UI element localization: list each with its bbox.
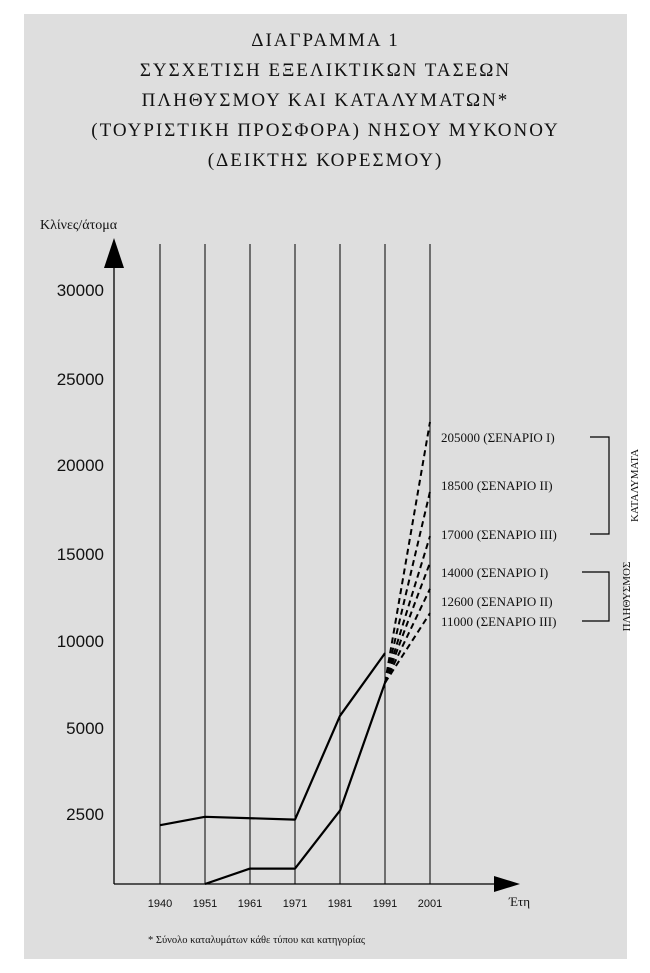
title-line-3: ΠΛΗΘΥΣΜΟΥ ΚΑΙ ΚΑΤΑΛΥΜΑΤΩΝ*: [141, 90, 510, 111]
scenario-label: 14000 (ΣΕΝΑΡΙΟ Ι): [441, 565, 548, 580]
vertical-grid: [159, 244, 431, 884]
title-line-2: ΣΥΣΧΕΤΙΣΗ ΕΞΕΛΙΚΤΙΚΩΝ ΤΑΣΕΩΝ: [139, 60, 512, 81]
y-axis-label: Κλίνες/άτομα: [40, 218, 118, 233]
scenario-label: 17000 (ΣΕΝΑΡΙΟ ΙΙΙ): [441, 527, 557, 542]
x-tick-label: 1951: [193, 898, 217, 910]
scenario-line: [384, 535, 431, 684]
scenario-label: 11000 (ΣΕΝΑΡΙΟ ΙΙΙ): [441, 614, 556, 629]
scenario-bracket: [582, 571, 610, 622]
x-axis-label: Έτη: [508, 894, 530, 909]
scenario-line: [384, 612, 431, 684]
x-tick-label: 1961: [238, 898, 262, 910]
x-tick-labels: 1940 1951 1961 1971 1981 1991 2001: [148, 898, 442, 910]
x-tick-label: 1940: [148, 898, 172, 910]
series-lines: [159, 652, 387, 886]
scenario-label: 12600 (ΣΕΝΑΡΙΟ ΙΙ): [441, 594, 553, 609]
x-tick-label: 1981: [328, 898, 352, 910]
y-tick-label: 15000: [57, 545, 104, 564]
x-axis-arrow-icon: [494, 876, 520, 892]
y-tick-label: 30000: [57, 281, 104, 300]
scenario-labels: 205000 (ΣΕΝΑΡΙΟ Ι) 18500 (ΣΕΝΑΡΙΟ ΙΙ) 1700…: [441, 430, 557, 629]
chart-title: ΔΙΑΓΡΑΜΜΑ 1 ΣΥΣΧΕΤΙΣΗ ΕΞΕΛΙΚΤΙΚΩΝ ΤΑΣΕΩΝ…: [24, 26, 627, 176]
scenario-line: [384, 421, 431, 683]
series-line-1: [159, 652, 386, 827]
y-tick-label: 10000: [57, 632, 104, 651]
title-line-5: (ΔΕΙΚΤΗΣ ΚΟΡΕΣΜΟΥ): [207, 150, 444, 171]
footnote: * Σύνολο καταλυμάτων κάθε τύπου και κατη…: [148, 935, 366, 946]
scenario-bracket: [590, 436, 610, 535]
x-tick-label: 1971: [283, 898, 307, 910]
scenario-group-label: ΚΑΤΑΛΥΜΑΤΑ: [629, 449, 641, 522]
x-tick-label: 1991: [373, 898, 397, 910]
scenario-brackets: ΚΑΤΑΛΥΜΑΤΑ ΠΛΗΘΥΣΜΟΣ: [582, 436, 641, 632]
y-tick-labels: 2500 5000 10000 15000 20000 25000 30000: [57, 281, 104, 824]
scenario-line: [384, 491, 431, 684]
title-line-4: (ΤΟΥΡΙΣΤΙΚΗ ΠΡΟΣΦΟΡΑ) ΝΗΣΟΥ ΜΥΚΟΝΟΥ: [91, 120, 560, 141]
chart-panel: [24, 14, 627, 959]
x-tick-label: 2001: [418, 898, 442, 910]
scenario-label: 205000 (ΣΕΝΑΡΙΟ Ι): [441, 430, 555, 445]
y-tick-label: 25000: [57, 370, 104, 389]
scenario-line: [384, 562, 431, 684]
series-line-2: [204, 682, 387, 886]
title-line-1: ΔΙΑΓΡΑΜΜΑ 1: [251, 30, 400, 51]
scenario-group-label: ΠΛΗΘΥΣΜΟΣ: [621, 562, 633, 632]
scenario-line: [384, 588, 431, 684]
y-tick-label: 5000: [66, 719, 104, 738]
scenario-lines: [384, 421, 431, 684]
scenario-label: 18500 (ΣΕΝΑΡΙΟ ΙΙ): [441, 478, 553, 493]
axes: Κλίνες/άτομα Έτη: [40, 218, 530, 909]
y-tick-label: 2500: [66, 805, 104, 824]
y-tick-label: 20000: [57, 456, 104, 475]
y-axis-arrow-icon: [104, 238, 124, 268]
